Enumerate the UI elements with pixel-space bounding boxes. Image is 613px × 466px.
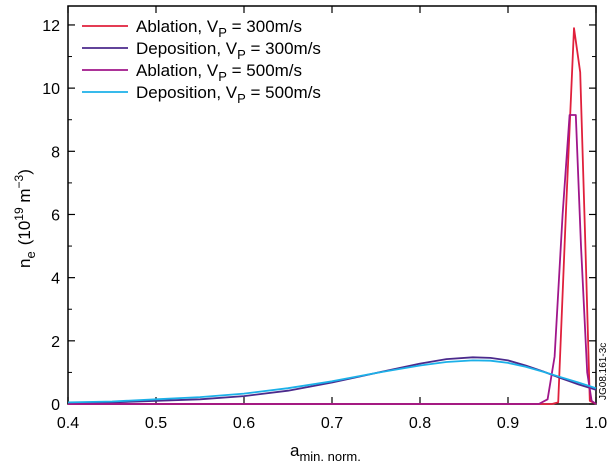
x-tick-label: 0.7 <box>321 415 343 432</box>
y-tick-label: 8 <box>51 144 60 161</box>
y-axis-title-sub: e <box>23 251 38 258</box>
series-lines <box>67 27 597 405</box>
x-axis-title: amin. norm. <box>290 441 361 464</box>
x-tick-label: 0.4 <box>57 415 79 432</box>
y-tick-label: 0 <box>51 397 60 414</box>
y-tick-label: 12 <box>42 18 60 35</box>
legend-label-1: Ablation, VP = 300m/s <box>136 17 302 40</box>
x-tick-label: 0.6 <box>233 415 255 432</box>
x-tick-label: 1.0 <box>585 415 607 432</box>
y-axis-title-unit-mid: m <box>15 188 34 207</box>
y-tick-label: 6 <box>51 207 60 224</box>
ticks: 0.4 0.5 0.6 0.7 0.8 0.9 1.0 0 2 4 6 8 10 12 <box>42 6 607 432</box>
x-tick-label: 0.9 <box>497 415 519 432</box>
x-axis-title-sub: min. norm. <box>299 449 360 464</box>
legend-label-2: Deposition, VP = 300m/s <box>136 39 321 62</box>
y-tick-label: 4 <box>51 271 60 288</box>
y-axis-title-main: n <box>15 259 34 268</box>
y-axis-title-unit-post: ) <box>15 169 34 175</box>
y-axis-title-unit-pre: (10 <box>15 221 34 246</box>
x-axis-title-main: a <box>290 441 300 460</box>
series-line-3 <box>68 114 597 405</box>
figure-code-annotation: JG08.161-3c <box>598 343 609 400</box>
x-tick-label: 0.8 <box>409 415 431 432</box>
y-axis-title: ne (1019 m−3) <box>12 169 38 268</box>
legend-label-3: Ablation, VP = 500m/s <box>136 61 302 84</box>
legend-label-4: Deposition, VP = 500m/s <box>136 83 321 106</box>
y-axis-title-unit-exp1: 19 <box>12 207 26 221</box>
series-line-4 <box>67 359 597 404</box>
y-axis-title-unit-exp2: −3 <box>12 174 26 188</box>
y-tick-label: 10 <box>42 81 60 98</box>
y-tick-label: 2 <box>51 334 60 351</box>
x-tick-label: 0.5 <box>145 415 167 432</box>
